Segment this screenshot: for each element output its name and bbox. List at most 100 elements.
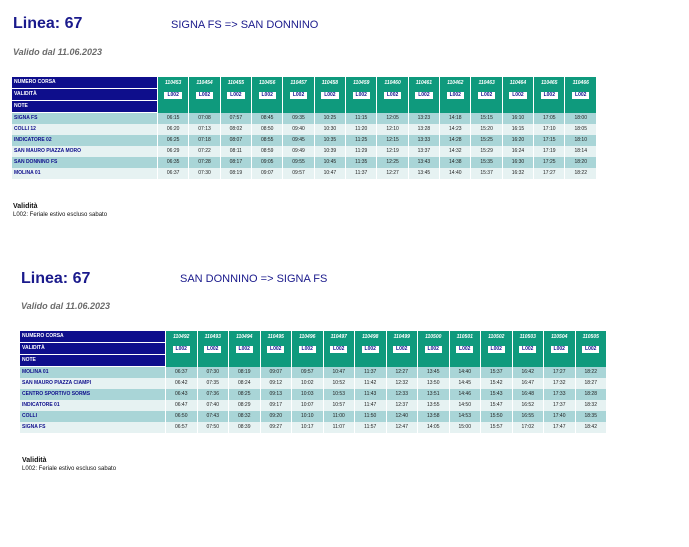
notes-header: NOTE bbox=[12, 101, 157, 113]
departure-time: 09:20 bbox=[259, 411, 291, 422]
departure-time: 08:11 bbox=[219, 146, 252, 157]
run-number: 110466 bbox=[564, 77, 596, 89]
departure-time: 06:15 bbox=[157, 113, 189, 124]
validity-cell: L002 bbox=[354, 343, 386, 355]
departure-time: 09:45 bbox=[282, 135, 314, 146]
validity-code: L002 bbox=[227, 91, 245, 99]
departure-time: 08:55 bbox=[251, 135, 283, 146]
departure-time: 14:05 bbox=[417, 422, 449, 433]
departure-time: 06:43 bbox=[165, 389, 197, 400]
stop-name: SAN MAURO PIAZZA MORO bbox=[12, 146, 157, 157]
stop-name: INDICATORE 02 bbox=[12, 135, 157, 146]
departure-time: 07:30 bbox=[196, 367, 228, 378]
departure-time: 09:05 bbox=[251, 157, 283, 168]
departure-time: 13:23 bbox=[407, 113, 440, 124]
departure-time: 08:45 bbox=[251, 113, 283, 124]
validity-code: L002 bbox=[477, 91, 496, 99]
run-number: 110462 bbox=[439, 77, 471, 89]
validity-code: L002 bbox=[172, 345, 190, 353]
validity-code: L002 bbox=[393, 345, 411, 353]
departure-time: 07:50 bbox=[196, 422, 228, 433]
validity-code: L002 bbox=[204, 345, 222, 353]
departure-time: 08:59 bbox=[251, 146, 283, 157]
departure-time: 18:42 bbox=[574, 422, 606, 433]
departure-time: 10:30 bbox=[313, 124, 346, 135]
departure-time: 15:37 bbox=[470, 168, 502, 179]
departure-time: 10:10 bbox=[291, 411, 323, 422]
departure-time: 09:07 bbox=[259, 367, 291, 378]
note-cell bbox=[501, 101, 534, 113]
stop-name: MOLINA 01 bbox=[20, 367, 165, 378]
departure-time: 12:25 bbox=[376, 157, 408, 168]
departure-time: 10:53 bbox=[322, 389, 354, 400]
departure-time: 16:55 bbox=[511, 411, 543, 422]
validity-code: L002 bbox=[352, 91, 370, 99]
note-cell bbox=[219, 101, 252, 113]
validity-cell: L002 bbox=[470, 89, 502, 101]
departure-time: 07:57 bbox=[219, 113, 252, 124]
departure-time: 06:20 bbox=[157, 124, 189, 135]
note-cell bbox=[313, 101, 346, 113]
departure-time: 10:07 bbox=[291, 400, 323, 411]
departure-time: 08:32 bbox=[228, 411, 260, 422]
departure-time: 12:27 bbox=[376, 168, 408, 179]
legend-title: Validità bbox=[22, 457, 47, 464]
note-cell bbox=[251, 101, 283, 113]
note-cell bbox=[448, 355, 480, 367]
note-cell bbox=[533, 101, 565, 113]
departure-time: 07:36 bbox=[196, 389, 228, 400]
departure-time: 06:37 bbox=[157, 168, 189, 179]
run-number: 110465 bbox=[533, 77, 565, 89]
departure-time: 11:42 bbox=[354, 378, 386, 389]
departure-time: 09:57 bbox=[291, 367, 323, 378]
table-row: CENTRO SPORTIVO SORMS 06:43 07:36 08:25 09:1… bbox=[20, 389, 606, 400]
validity-code: L002 bbox=[456, 345, 474, 353]
line-title: Linea: 67 bbox=[21, 270, 91, 287]
legend-text: L002: Feriale estivo escluso sabato bbox=[22, 466, 117, 472]
validity-cell: L002 bbox=[219, 89, 252, 101]
departure-time: 17:40 bbox=[543, 411, 575, 422]
departure-time: 06:47 bbox=[165, 400, 197, 411]
departure-time: 09:55 bbox=[282, 157, 314, 168]
note-cell bbox=[385, 355, 417, 367]
departure-time: 14:23 bbox=[439, 124, 471, 135]
run-number: 110456 bbox=[251, 77, 283, 89]
stop-name: CENTRO SPORTIVO SORMS bbox=[20, 389, 165, 400]
validity-code: L002 bbox=[446, 91, 464, 99]
table-row: MOLINA 01 06:37 07:30 08:19 09:07 09:57 10:47 1… bbox=[20, 367, 606, 378]
departure-time: 17:02 bbox=[511, 422, 543, 433]
departure-time: 17:10 bbox=[533, 124, 565, 135]
departure-time: 18:05 bbox=[564, 124, 596, 135]
validity-code: L002 bbox=[487, 345, 505, 353]
departure-time: 06:50 bbox=[165, 411, 197, 422]
departure-time: 06:35 bbox=[157, 157, 189, 168]
departure-time: 18:35 bbox=[574, 411, 606, 422]
departure-time: 13:55 bbox=[417, 400, 449, 411]
departure-time: 07:35 bbox=[196, 378, 228, 389]
departure-time: 08:19 bbox=[228, 367, 260, 378]
note-cell bbox=[259, 355, 291, 367]
run-number: 110454 bbox=[188, 77, 220, 89]
run-number: 110497 bbox=[322, 331, 354, 343]
departure-time: 09:13 bbox=[259, 389, 291, 400]
run-number: 110495 bbox=[259, 331, 291, 343]
departure-time: 07:08 bbox=[188, 113, 220, 124]
run-number: 110463 bbox=[470, 77, 502, 89]
departure-time: 12:19 bbox=[376, 146, 408, 157]
run-number-header: NUMERO CORSA bbox=[12, 77, 157, 89]
note-cell bbox=[282, 101, 314, 113]
validity-code: L002 bbox=[321, 91, 339, 99]
departure-time: 08:25 bbox=[228, 389, 260, 400]
departure-time: 10:45 bbox=[313, 157, 346, 168]
departure-time: 14:38 bbox=[439, 157, 471, 168]
stop-name: SAN DONNINO FS bbox=[12, 157, 157, 168]
departure-time: 17:27 bbox=[543, 367, 575, 378]
departure-time: 10:17 bbox=[291, 422, 323, 433]
departure-time: 07:22 bbox=[188, 146, 220, 157]
run-number: 110457 bbox=[282, 77, 314, 89]
validity-code: L002 bbox=[540, 91, 558, 99]
departure-time: 09:27 bbox=[259, 422, 291, 433]
note-cell bbox=[407, 101, 440, 113]
table-row: SAN MAURO PIAZZA MORO 06:29 07:22 08:11 08:5… bbox=[12, 146, 596, 157]
note-cell bbox=[439, 101, 471, 113]
